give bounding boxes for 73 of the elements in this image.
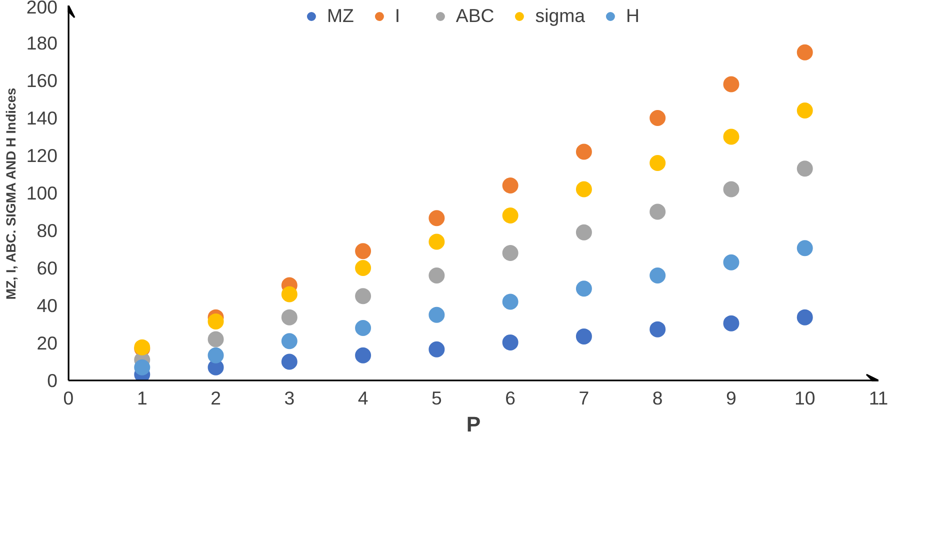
legend-label: H	[626, 5, 641, 27]
point	[355, 288, 372, 304]
point	[502, 294, 518, 310]
y-tick-label: 0	[47, 370, 58, 391]
point	[502, 245, 518, 261]
y-tick-label: 20	[36, 332, 58, 354]
point	[650, 110, 666, 126]
point	[428, 234, 445, 250]
point	[428, 341, 445, 358]
x-tick-label: 6	[505, 388, 516, 408]
point	[502, 178, 518, 194]
point	[723, 315, 740, 332]
point	[576, 181, 592, 198]
y-tick-label: 100	[26, 182, 58, 204]
legend-label: MZ	[326, 5, 354, 27]
point	[576, 224, 592, 240]
x-tick-label: 8	[652, 388, 663, 408]
point	[796, 160, 813, 177]
point	[134, 359, 150, 376]
legend-label: I	[394, 5, 402, 27]
point	[576, 328, 592, 344]
point	[650, 204, 666, 220]
x-tick-label: 4	[358, 388, 368, 408]
point	[428, 210, 445, 226]
y-tick-label: 120	[26, 145, 58, 166]
point	[796, 102, 813, 118]
point	[796, 309, 813, 326]
point	[208, 347, 224, 364]
x-tick-label: 10	[794, 388, 816, 408]
x-tick-label: 0	[63, 388, 74, 408]
point	[355, 260, 372, 276]
point	[208, 313, 224, 330]
point	[796, 240, 813, 256]
point	[281, 354, 298, 370]
point	[650, 321, 666, 338]
x-tick-label: 1	[136, 388, 148, 408]
x-tick-label: 3	[284, 388, 295, 408]
x-tick-label: 7	[578, 388, 590, 408]
legend-label: sigma	[535, 5, 586, 27]
point	[428, 306, 445, 323]
point	[208, 331, 224, 348]
point	[650, 268, 666, 284]
y-tick-label: 40	[36, 295, 58, 316]
y-tick-label: 140	[26, 108, 58, 128]
point	[428, 268, 445, 284]
point	[281, 333, 298, 350]
point	[723, 76, 740, 92]
point	[502, 334, 518, 350]
point	[650, 155, 666, 171]
point	[355, 320, 372, 336]
y-tick-label: 160	[26, 70, 58, 91]
point	[796, 44, 813, 60]
point	[723, 181, 740, 198]
point	[576, 144, 592, 160]
point	[355, 347, 372, 364]
point	[502, 208, 518, 224]
point	[281, 309, 298, 326]
y-tick-label: 200	[26, 0, 58, 18]
x-tick-label: 2	[210, 388, 221, 408]
point	[723, 128, 740, 145]
y-axis-title: MZ, I, ABC. SIGMA AND H Indices	[3, 88, 18, 300]
x-tick-label: 9	[726, 388, 736, 408]
x-tick-label: 11	[868, 388, 888, 408]
point	[281, 286, 298, 302]
legend-label: ABC	[456, 5, 494, 27]
x-axis-title: P	[466, 412, 481, 436]
y-tick-label: 60	[36, 258, 58, 278]
y-tick-label: 80	[36, 220, 58, 241]
point	[723, 254, 740, 270]
y-tick-label: 180	[26, 32, 58, 54]
point	[355, 243, 372, 260]
point	[576, 280, 592, 297]
x-tick-label: 5	[431, 388, 442, 408]
